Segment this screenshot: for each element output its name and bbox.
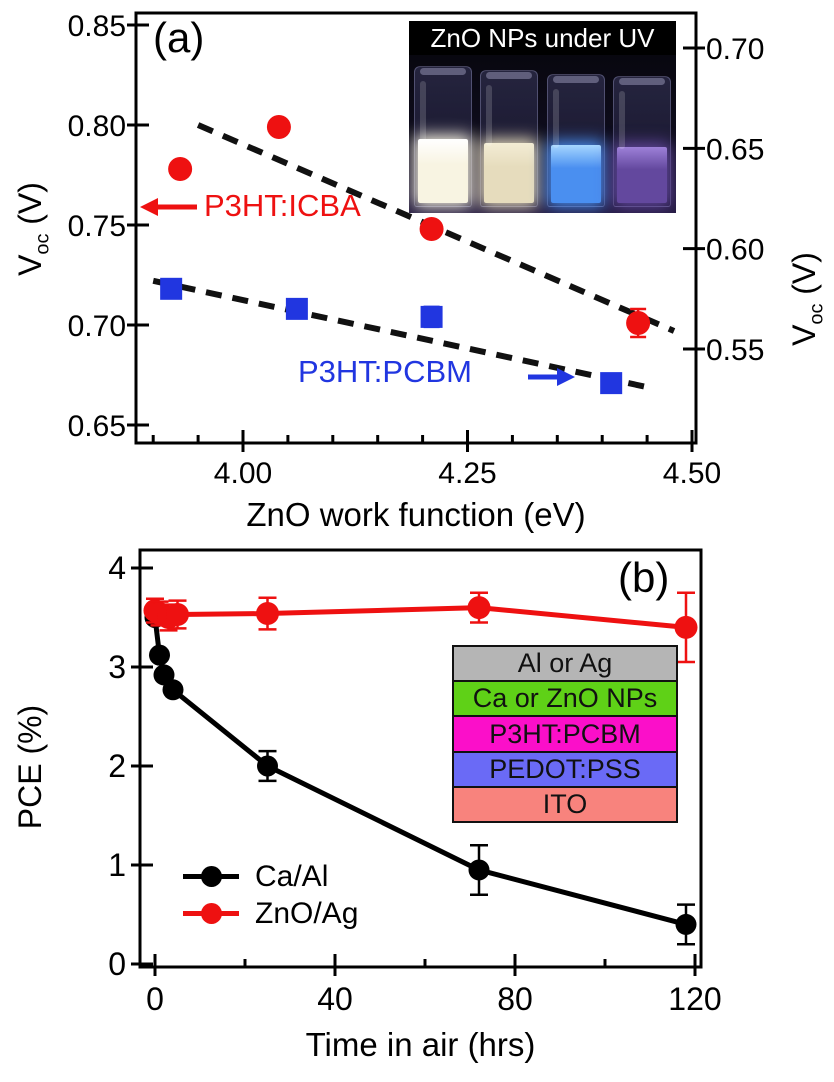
trend-line [152,277,648,391]
data-point [162,679,184,701]
icba-arrow-head [140,198,158,216]
data-point [256,602,279,626]
y-right-tick-label: 0.70 [706,33,764,66]
vial-liquid [484,143,535,203]
panel-a-plot-border [134,11,698,445]
vial-liquid [550,145,601,203]
y-tick-label: 1 [108,847,126,883]
panel-b-x-axis-title: Time in air (hrs) [305,1026,536,1063]
pcbm-arrow-head [557,368,575,386]
legend-marker [183,866,239,887]
cream-glow-vial [480,70,539,207]
pcbm-annotation: P3HT:PCBM [298,354,472,389]
stack-layer: P3HT:PCBM [454,715,676,751]
y-tick-label: 0 [108,946,126,982]
axis-title-text: V [12,254,48,276]
data-point [257,755,278,777]
data-point [166,603,189,627]
blue-glow-vial [546,74,605,207]
stack-layer: Al or Ag [454,647,676,681]
data-point [626,311,651,335]
x-tick-label: 120 [668,981,721,1017]
data-point [468,859,490,881]
data-point [600,372,623,395]
y-right-tick-label: 0.55 [706,334,764,367]
axis-title-unit: (V) [12,182,48,234]
legend-marker-dot [201,903,222,924]
data-point [266,115,291,139]
uv-photo [409,55,676,213]
data-point [674,615,698,639]
panel-b-label: (b) [618,554,670,601]
series-line [152,605,689,630]
data-point [675,913,697,935]
data-point [149,644,170,666]
legend-marker [183,903,239,924]
y-tick-label: 3 [108,649,126,685]
y-right-tick-label: 0.65 [706,133,764,166]
x-tick-label: 4.00 [214,457,272,490]
axis-title-text: V [786,324,822,346]
violet-glow-vial [612,76,671,207]
y-left-tick-label: 0.85 [68,10,126,43]
x-tick-label: 40 [317,981,353,1017]
data-point [168,157,193,181]
series-zno-ag [143,591,698,664]
x-tick-label: 80 [497,981,533,1017]
axis-title-unit: (V) [786,252,822,304]
uv-photo-inset: ZnO NPs under UV [409,21,676,213]
trend-line [196,122,676,334]
white-glow-vial [414,66,472,207]
y-left-tick-label: 0.65 [68,410,126,443]
legend-marker-dot [201,866,222,887]
data-point [285,297,308,320]
data-point [420,305,443,328]
data-point [160,277,183,300]
series-p3ht-icba [168,115,676,339]
y-right-tick-label: 0.60 [706,234,764,267]
data-point [467,596,491,620]
x-tick-label: 4.50 [663,457,721,490]
legend-item: ZnO/Ag [183,895,358,932]
stack-layer: Ca or ZnO NPs [454,680,676,716]
y-left-tick-label: 0.75 [68,210,126,243]
data-point [419,217,444,241]
axis-title-subscript: oc [805,303,828,325]
y-tick-label: 4 [108,550,126,586]
icba-annotation: P3HT:ICBA [204,188,361,223]
y-left-tick-label: 0.80 [68,110,126,143]
panel-b-plot-border [138,548,703,969]
panel-a-x-axis-title: ZnO work function (eV) [246,496,586,533]
panel-b-y-axis-title: PCE (%) [12,704,48,830]
uv-photo-inset-title: ZnO NPs under UV [409,21,676,55]
x-tick-label: 4.25 [438,457,496,490]
panel-a-right-axis-title: Voc (V) [785,204,827,394]
panel-a-left-axis-title: Voc (V) [11,134,53,324]
y-left-tick-label: 0.70 [68,310,126,343]
vial-liquid [418,139,468,203]
stack-layer: ITO [454,785,676,822]
legend-label: ZnO/Ag [255,896,359,930]
x-tick-label: 0 [146,981,164,1017]
series-p3ht-pcbm [152,277,648,395]
axis-title-subscript: oc [31,233,54,255]
stack-layer: PEDOT:PSS [454,750,676,786]
device-stack-inset: Al or Ag Ca or ZnO NPs P3HT:PCBM PEDOT:PSS I… [452,645,678,823]
panel-a-label: (a) [153,14,205,61]
legend-label: Ca/Al [255,859,329,893]
y-tick-label: 2 [108,748,126,784]
legend: Ca/Al ZnO/Ag [183,858,358,932]
vial-liquid [616,147,667,203]
legend-item: Ca/Al [183,858,358,895]
series-ca-al [144,607,697,946]
